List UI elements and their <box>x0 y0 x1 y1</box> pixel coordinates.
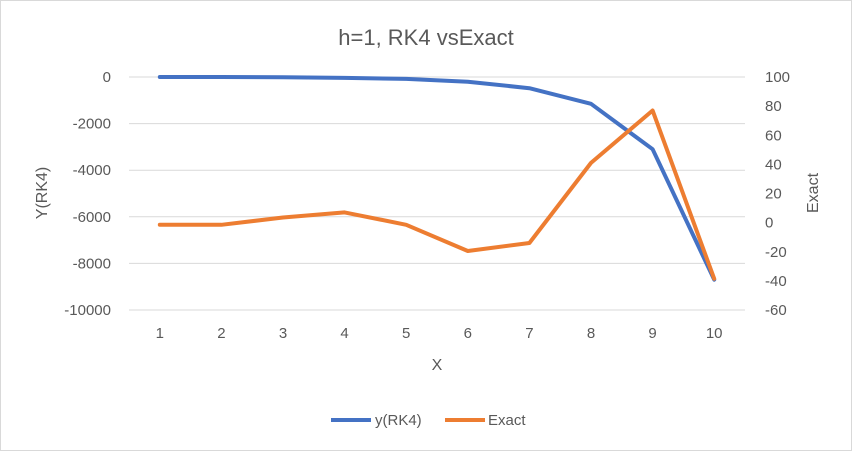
y2-tick-label: -20 <box>765 244 787 261</box>
x-tick-label: 7 <box>525 325 533 342</box>
y-tick-label: -2000 <box>73 116 111 133</box>
x-tick-label: 3 <box>279 325 287 342</box>
y2-tick-label: 0 <box>765 215 773 232</box>
x-tick-label: 8 <box>587 325 595 342</box>
y-tick-label: -10000 <box>64 302 111 319</box>
legend-item-rk4: y(RK4) <box>331 412 422 429</box>
x-tick-label: 4 <box>340 325 348 342</box>
y-tick-label: -8000 <box>73 255 111 272</box>
legend-item-exact: Exact <box>445 412 526 429</box>
chart-title: h=1, RK4 vsExact <box>338 25 513 50</box>
y-tick-label: 0 <box>103 69 111 86</box>
x-axis-title: X <box>432 357 443 374</box>
y2-tick-label: -40 <box>765 273 787 290</box>
series-line-exact <box>157 108 717 281</box>
right-axis-ticks: 100 80 60 40 20 0 -20 -40 -60 <box>765 69 790 319</box>
x-tick-label: 6 <box>464 325 472 342</box>
y2-tick-label: 20 <box>765 186 782 203</box>
y2-axis-title: Exact <box>805 172 822 213</box>
y2-tick-label: 100 <box>765 69 790 86</box>
y2-tick-label: 60 <box>765 127 782 144</box>
series-line-rk4 <box>157 75 717 282</box>
x-tick-label: 2 <box>217 325 225 342</box>
series-lines <box>157 75 717 282</box>
x-axis-ticks: 1 2 3 4 5 6 7 8 9 10 <box>156 325 723 342</box>
legend: y(RK4) Exact <box>331 412 526 429</box>
y-tick-label: -6000 <box>73 209 111 226</box>
y2-tick-label: 40 <box>765 156 782 173</box>
left-axis-ticks: 0 -2000 -4000 -6000 -8000 -10000 <box>64 69 111 319</box>
x-tick-label: 5 <box>402 325 410 342</box>
y-tick-label: -4000 <box>73 162 111 179</box>
y-axis-title: Y(RK4) <box>34 167 51 219</box>
x-tick-label: 1 <box>156 325 164 342</box>
x-tick-label: 10 <box>706 325 723 342</box>
legend-label-exact: Exact <box>488 412 526 429</box>
x-tick-label: 9 <box>648 325 656 342</box>
y2-tick-label: -60 <box>765 302 787 319</box>
legend-label-rk4: y(RK4) <box>375 412 422 429</box>
y2-tick-label: 80 <box>765 98 782 115</box>
